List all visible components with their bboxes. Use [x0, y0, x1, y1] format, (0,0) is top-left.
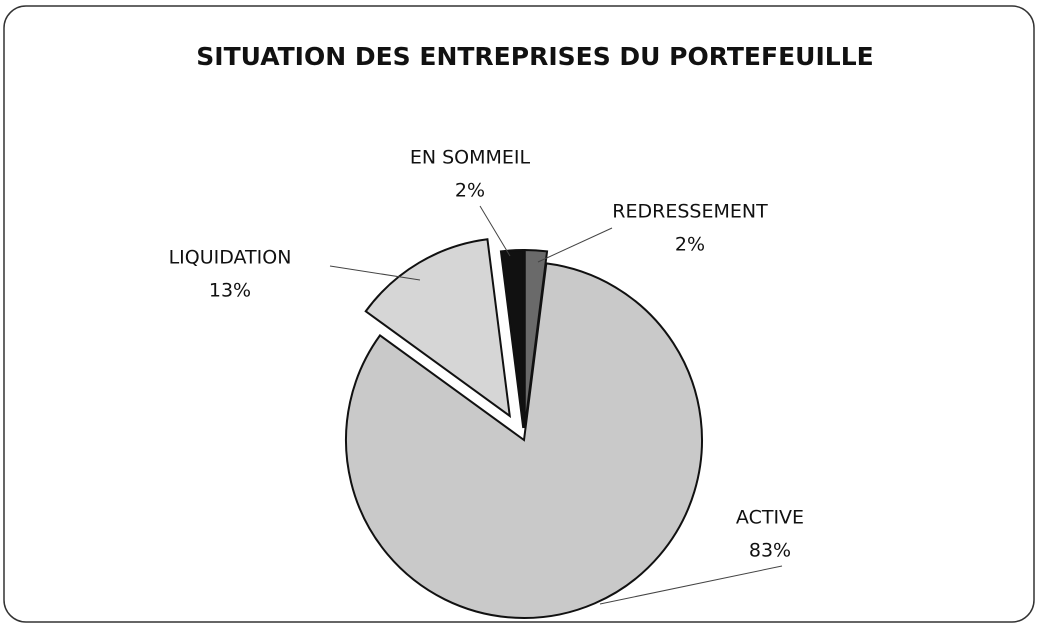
slice-value-label: 13%: [209, 280, 251, 302]
slice-value-label: 2%: [455, 180, 485, 202]
chart-title: SITUATION DES ENTREPRISES DU PORTEFEUILL…: [196, 42, 873, 71]
slice-label: EN SOMMEIL: [410, 147, 531, 169]
slice-value-label: 2%: [675, 234, 705, 256]
slice-label: REDRESSEMENT: [612, 201, 768, 223]
leader-line: [599, 565, 783, 605]
leader-line: [479, 205, 511, 257]
pie-slice: [364, 238, 512, 419]
slice-value-label: 83%: [749, 540, 791, 562]
leader-line: [329, 265, 421, 281]
slice-label: LIQUIDATION: [169, 247, 292, 269]
slice-label: ACTIVE: [736, 507, 804, 529]
leader-line: [537, 227, 613, 263]
pie-slice: [345, 262, 703, 619]
pie-slice: [499, 249, 525, 429]
